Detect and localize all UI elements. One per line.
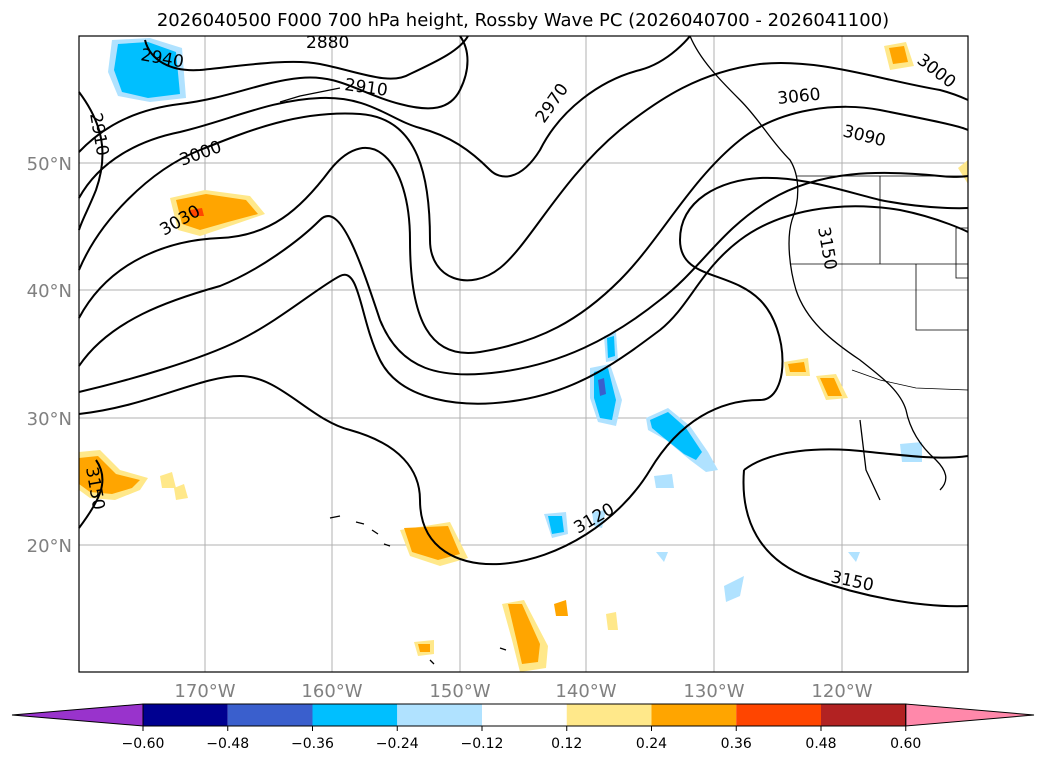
colorbar-swatch [397,704,482,726]
colorbar-swatch [736,704,821,726]
anomaly-shading [79,38,968,672]
lat-label: 40°N [27,281,72,302]
lon-label: 120°W [811,681,872,702]
colorbar-tick-label: 0.36 [721,736,752,752]
map-frame [78,35,969,673]
contour-label: 2880 [306,33,349,53]
colorbar-tick-label: 0.48 [805,736,836,752]
colorbar: −0.60 −0.48 −0.36 −0.24 −0.12 0.12 0.24 0.36 0.4… [11,703,1035,752]
lon-label: 150°W [429,681,490,702]
longitude-labels: 170°W 160°W 150°W 140°W 130°W 120°W [174,681,872,702]
colorbar-outline [142,703,907,727]
colorbar-swatch [821,704,906,726]
colorbar-tick-label: −0.12 [461,736,504,752]
colorbar-tick-label: 0.60 [890,736,921,752]
colorbar-tick-label: 0.12 [551,736,582,752]
figure-title: 2026040500 F000 700 hPa height, Rossby W… [157,10,889,31]
colorbar-swatch [566,704,652,726]
state-borders [790,175,969,391]
coastlines [279,35,947,665]
colorbar-tick-label: −0.36 [291,736,334,752]
colorbar-tick-label: −0.48 [206,736,249,752]
colorbar-extend-high [905,703,1035,727]
lat-label: 30°N [27,409,72,430]
colorbar-tick-label: −0.24 [376,736,419,752]
gridlines [79,36,968,672]
height-contours [78,35,969,608]
colorbar-extend-low [11,703,144,727]
latitude-labels: 50°N 40°N 30°N 20°N [27,154,72,557]
lon-label: 160°W [301,681,362,702]
lat-label: 50°N [27,154,72,175]
lon-label: 130°W [683,681,744,702]
map-area [79,36,968,672]
colorbar-swatch [143,704,228,726]
colorbar-swatch [312,704,398,726]
lon-label: 140°W [555,681,616,702]
colorbar-swatch [651,704,737,726]
colorbar-swatch [482,704,567,726]
colorbar-swatch [227,704,313,726]
lat-label: 20°N [27,536,72,557]
colorbar-tick-label: 0.24 [636,736,667,752]
colorbar-tick-label: −0.60 [122,736,165,752]
contour-label: 3060 [776,85,821,109]
lon-label: 170°W [174,681,235,702]
